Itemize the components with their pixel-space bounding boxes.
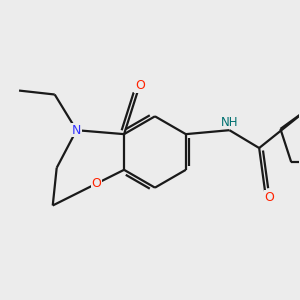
Text: O: O [135, 79, 145, 92]
Text: NH: NH [221, 116, 238, 129]
Text: N: N [72, 124, 81, 137]
Text: O: O [264, 191, 274, 204]
Text: O: O [92, 177, 101, 190]
